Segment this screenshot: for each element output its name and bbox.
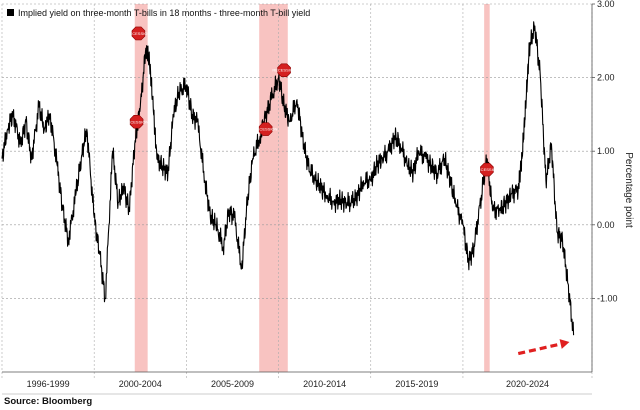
series-lines (1, 21, 575, 336)
recession-marker-label: RECESSION (475, 167, 499, 172)
stop-sign-icon (480, 162, 494, 177)
legend-swatch (7, 9, 14, 16)
stop-sign-icon (258, 122, 273, 136)
recession-band (259, 4, 288, 372)
recession-marker-label: RECESSION (125, 119, 149, 124)
recession-marker-label: RECESSION (254, 127, 278, 132)
x-period-label: 2000-2004 (119, 379, 162, 389)
recession-marker-label: RECESSION (127, 31, 151, 36)
x-period-label: 2015-2019 (395, 379, 438, 389)
source-note: Source: Bloomberg (4, 396, 92, 407)
x-period-label: 2020-2024 (506, 379, 549, 389)
y-gridlines (2, 3, 592, 299)
x-period-label: 2005-2009 (211, 379, 254, 389)
x-period-labels: 1996-1999 2000-2004 2005-2009 2010-2014 2015… (27, 379, 549, 389)
y-tick-labels: -1.00 0.00 1.00 2.00 3.00 (592, 0, 618, 303)
y-axis-label: Percentage point (623, 152, 634, 228)
x-period-label: 2010-2014 (303, 379, 346, 389)
x-period-label: 1996-1999 (27, 379, 70, 389)
recession-marker-label: RECESSION (272, 68, 296, 73)
plot-frame (2, 4, 593, 395)
y-tick-label: 2.00 (597, 73, 615, 83)
stop-sign-icon (131, 26, 146, 41)
x-period-dividers (1, 4, 593, 378)
arrow-head-icon (559, 339, 570, 349)
recession-marker: RECESSION (127, 26, 151, 41)
trend-arrow-shaft (517, 342, 562, 356)
stop-sign-icon (277, 63, 291, 78)
series-line (1, 21, 575, 336)
recession-markers: RECESSION RECESSION RECESSION RECESSION RECE… (125, 26, 499, 177)
stop-sign-icon (129, 114, 144, 129)
recession-band (134, 4, 148, 372)
recession-marker: RECESSION (125, 114, 149, 129)
recession-band (484, 4, 490, 372)
y-tick-label: 3.00 (597, 0, 615, 9)
recession-marker: RECESSION (272, 63, 296, 78)
y-tick-label: 0.00 (597, 220, 615, 230)
trend-arrow (517, 339, 570, 356)
y-tick-label: 1.00 (597, 146, 615, 156)
legend-label: Implied yield on three-month T-bills in … (18, 8, 310, 18)
recession-marker: RECESSION (254, 122, 278, 136)
recession-bands (134, 4, 490, 372)
y-tick-label: -1.00 (597, 293, 618, 303)
recession-marker: RECESSION (475, 162, 499, 177)
